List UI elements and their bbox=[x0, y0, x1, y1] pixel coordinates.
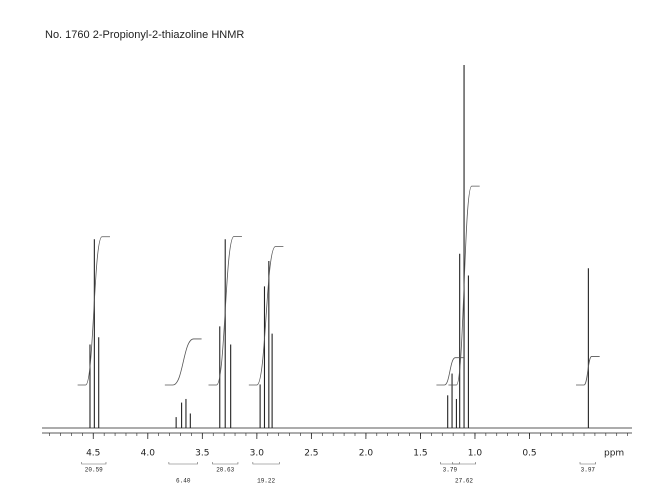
x-axis-label: ppm bbox=[604, 449, 624, 459]
integral-curve bbox=[164, 338, 202, 386]
x-tick-label: 2.5 bbox=[304, 449, 318, 459]
integral-curve bbox=[436, 357, 464, 386]
integral-bracket bbox=[212, 462, 239, 465]
integral-curve bbox=[208, 236, 242, 386]
integral-bracket bbox=[440, 462, 460, 465]
integral-label: 20.63 bbox=[216, 467, 234, 474]
integral-label: 20.59 bbox=[85, 467, 103, 474]
x-tick-label: 1.5 bbox=[413, 449, 427, 459]
integral-label: 19.22 bbox=[257, 478, 275, 485]
integral-bracket bbox=[168, 462, 198, 465]
integral-label: 6.40 bbox=[176, 478, 191, 485]
x-tick-label: 4.0 bbox=[141, 449, 156, 459]
integral-curve bbox=[248, 246, 284, 386]
integral-curve bbox=[448, 185, 480, 386]
integral-bracket bbox=[452, 462, 476, 465]
integral-bracket bbox=[579, 462, 596, 465]
chart-title: No. 1760 2-Propionyl-2-thiazoline HNMR bbox=[45, 29, 244, 41]
integral-label: 27.62 bbox=[455, 478, 473, 485]
x-tick-label: 0.5 bbox=[522, 449, 536, 459]
integral-bracket bbox=[81, 462, 107, 465]
x-tick-label: 4.5 bbox=[86, 449, 100, 459]
x-tick-label: 2.0 bbox=[359, 449, 374, 459]
x-tick-label: 1.0 bbox=[468, 449, 483, 459]
integral-curve bbox=[77, 236, 110, 386]
x-tick-label: 3.5 bbox=[195, 449, 209, 459]
integral-label: 3.79 bbox=[443, 467, 458, 474]
integral-label: 3.97 bbox=[581, 467, 596, 474]
x-tick-label: 3.0 bbox=[250, 449, 265, 459]
integral-curve bbox=[576, 356, 600, 386]
integral-bracket bbox=[252, 462, 280, 465]
